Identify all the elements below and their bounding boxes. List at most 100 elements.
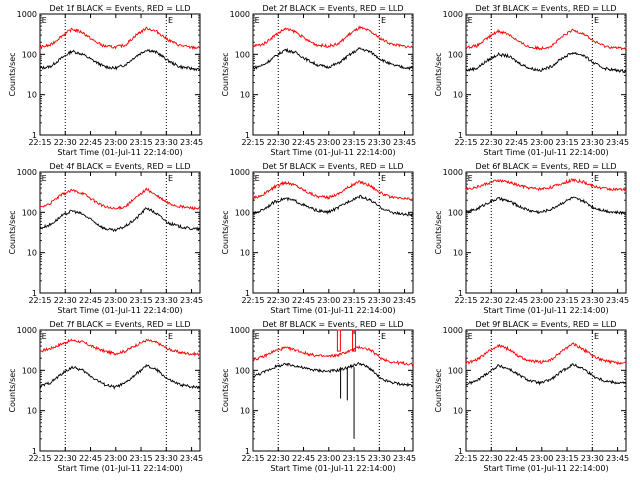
y-tick-label: 1 [245, 131, 250, 140]
y-tick-label: 1000 [230, 168, 250, 177]
top-marker-label: E [594, 174, 599, 183]
x-tick-label: 22:45 [292, 138, 315, 147]
series-line-red [253, 344, 414, 367]
chart-title: Det 2f BLACK = Events, RED = LLD [262, 4, 403, 13]
x-tick-label: 23:15 [556, 296, 579, 305]
x-tick-label: 22:15 [454, 454, 477, 463]
x-tick-label: 23:30 [368, 454, 391, 463]
chart-title: Det 8f BLACK = Events, RED = LLD [262, 320, 403, 329]
y-tick-label: 1 [458, 447, 463, 456]
y-tick-label: 1000 [443, 168, 463, 177]
x-tick-label: 22:30 [54, 138, 77, 147]
y-tick-label: 10 [453, 407, 463, 416]
x-tick-label: 23:15 [556, 454, 579, 463]
x-tick-label: 23:00 [317, 296, 340, 305]
series-line-red [252, 25, 414, 49]
x-tick-label: 22:15 [454, 138, 477, 147]
y-axis-label: Counts/sec [8, 210, 17, 254]
x-tick-label: 22:30 [267, 296, 290, 305]
x-axis-label: Start Time (01-Jul-11 22:14:00) [483, 148, 608, 157]
y-tick-label: 100 [448, 208, 463, 217]
x-tick-label: 22:15 [241, 138, 264, 147]
lld-burst [352, 329, 357, 352]
series-line-black [465, 363, 627, 386]
chart-title: Det 9f BLACK = Events, RED = LLD [475, 320, 616, 329]
x-tick-label: 22:15 [241, 454, 264, 463]
top-marker-label: E [381, 332, 386, 341]
x-tick-label: 23:00 [104, 454, 127, 463]
x-tick-label: 23:45 [393, 454, 416, 463]
x-tick-label: 22:15 [28, 138, 51, 147]
series-line-red [465, 342, 627, 366]
top-marker-label: E [381, 16, 386, 25]
x-tick-label: 23:30 [581, 454, 604, 463]
top-marker-label: E [594, 16, 599, 25]
series-line-black [39, 207, 201, 233]
y-axis-label: Counts/sec [221, 52, 230, 96]
x-tick-label: 22:15 [454, 296, 477, 305]
x-axis-label: Start Time (01-Jul-11 22:14:00) [57, 464, 182, 473]
y-tick-label: 100 [22, 366, 37, 375]
x-axis-label: Start Time (01-Jul-11 22:14:00) [57, 148, 182, 157]
y-tick-label: 1000 [230, 326, 250, 335]
x-tick-label: 23:45 [393, 296, 416, 305]
x-tick-label: 23:00 [104, 138, 127, 147]
y-tick-label: 10 [453, 249, 463, 258]
x-tick-label: 23:00 [530, 454, 553, 463]
top-marker-label: E [168, 174, 173, 183]
y-tick-label: 10 [240, 249, 250, 258]
x-tick-label: 22:30 [480, 296, 503, 305]
plot-frame [465, 13, 627, 136]
series-line-black [252, 46, 414, 71]
top-marker-label: E [468, 16, 473, 25]
y-tick-label: 100 [22, 50, 37, 59]
x-tick-label: 23:30 [368, 138, 391, 147]
x-tick-label: 23:15 [556, 138, 579, 147]
series-line-black [39, 48, 201, 72]
chart-title: Det 4f BLACK = Events, RED = LLD [49, 162, 190, 171]
x-tick-label: 22:45 [79, 296, 102, 305]
x-tick-label: 22:15 [241, 296, 264, 305]
x-tick-label: 22:45 [292, 296, 315, 305]
y-axis-label: Counts/sec [434, 52, 443, 96]
x-axis-label: Start Time (01-Jul-11 22:14:00) [270, 306, 395, 315]
y-tick-label: 1 [245, 447, 250, 456]
top-marker-label: E [42, 174, 47, 183]
series-line-red [39, 187, 201, 211]
x-tick-label: 22:30 [480, 138, 503, 147]
y-tick-label: 10 [27, 249, 37, 258]
x-tick-label: 23:45 [606, 454, 629, 463]
x-tick-label: 23:00 [317, 454, 340, 463]
y-tick-label: 1 [32, 447, 37, 456]
y-axis-label: Counts/sec [434, 368, 443, 412]
y-tick-label: 1000 [443, 326, 463, 335]
series-line-black [252, 194, 414, 217]
y-tick-label: 1 [245, 289, 250, 298]
x-tick-label: 23:45 [180, 296, 203, 305]
x-tick-label: 23:30 [155, 454, 178, 463]
x-tick-label: 22:45 [79, 454, 102, 463]
y-axis-label: Counts/sec [8, 52, 17, 96]
x-tick-label: 23:30 [155, 296, 178, 305]
top-marker-label: E [42, 16, 47, 25]
y-tick-label: 1 [32, 131, 37, 140]
x-tick-label: 23:45 [393, 138, 416, 147]
top-marker-label: E [168, 332, 173, 341]
x-tick-label: 23:30 [581, 296, 604, 305]
x-tick-label: 23:30 [581, 138, 604, 147]
x-tick-label: 22:30 [267, 138, 290, 147]
series-line-red [465, 28, 627, 51]
y-axis-label: Counts/sec [221, 368, 230, 412]
plot-frame [252, 13, 414, 136]
chart-title: Det 7f BLACK = Events, RED = LLD [49, 320, 190, 329]
x-tick-label: 23:00 [104, 296, 127, 305]
y-tick-label: 1 [458, 289, 463, 298]
series-line-red [465, 178, 627, 192]
series-line-black [465, 51, 627, 74]
x-tick-label: 23:15 [130, 454, 153, 463]
x-tick-label: 23:15 [343, 138, 366, 147]
